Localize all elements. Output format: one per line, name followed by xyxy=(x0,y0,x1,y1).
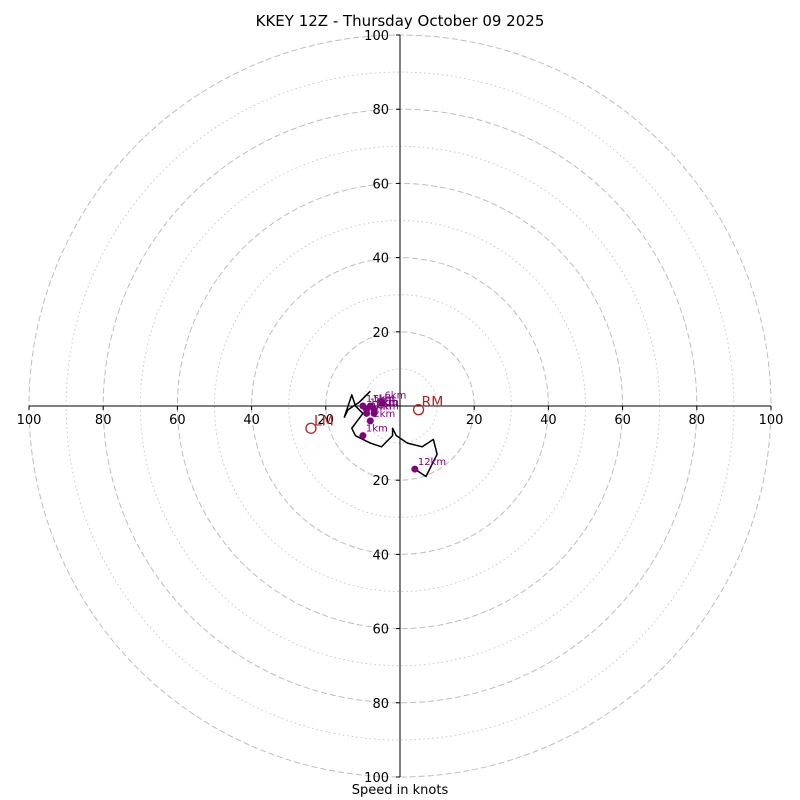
x-tick-label: 80 xyxy=(689,413,706,428)
y-tick-label: 80 xyxy=(372,697,389,712)
y-tick-label: 40 xyxy=(372,548,389,563)
y-tick-label: 60 xyxy=(372,177,389,192)
chart-title: KKEY 12Z - Thursday October 09 2025 xyxy=(255,12,545,30)
x-tick-label: 20 xyxy=(318,413,335,428)
y-tick-label: 20 xyxy=(372,474,389,489)
x-tick-label: 40 xyxy=(243,413,260,428)
y-tick-label: 40 xyxy=(372,252,389,267)
height-label-12km: 12km xyxy=(418,457,446,468)
height-label-2km: 2km xyxy=(373,409,395,420)
height-marker-6km xyxy=(377,398,385,406)
x-tick-label: 40 xyxy=(540,413,557,428)
x-tick-label: 100 xyxy=(759,413,784,428)
height-label-1km: 1km xyxy=(366,424,388,435)
height-marker-2km xyxy=(366,417,374,425)
storm-motion-label-LM: LM xyxy=(314,413,334,429)
height-marker-11km xyxy=(359,402,367,410)
y-tick-label: 100 xyxy=(364,29,389,44)
x-tick-label: 60 xyxy=(614,413,631,428)
height-label-5km: 5km xyxy=(373,394,395,405)
y-tick-label: 80 xyxy=(372,103,389,118)
height-marker-9km xyxy=(370,406,378,414)
height-label-6km: 6km xyxy=(384,390,406,401)
x-tick-label: 20 xyxy=(466,413,483,428)
hodograph-trace xyxy=(343,390,438,478)
x-tick-label: 60 xyxy=(169,413,186,428)
storm-motion-LM xyxy=(305,422,317,434)
height-marker-12km xyxy=(411,465,419,473)
y-tick-label: 100 xyxy=(364,771,389,786)
y-tick-label: 60 xyxy=(372,623,389,638)
storm-motion-label-RM: RM xyxy=(422,395,444,411)
height-marker-1km xyxy=(359,432,367,440)
x-tick-label: 80 xyxy=(95,413,112,428)
x-tick-label: 100 xyxy=(17,413,42,428)
height-label-11km: 11km xyxy=(366,394,394,405)
y-tick-label: 20 xyxy=(372,326,389,341)
storm-motion-RM xyxy=(412,404,425,416)
height-label-3km: 3km xyxy=(370,401,392,412)
height-label-10km: 10km xyxy=(370,398,398,409)
height-label-4km: 4km xyxy=(377,401,399,412)
height-label-9km: 9km xyxy=(377,398,399,409)
x-axis-label: Speed in knots xyxy=(351,783,449,798)
